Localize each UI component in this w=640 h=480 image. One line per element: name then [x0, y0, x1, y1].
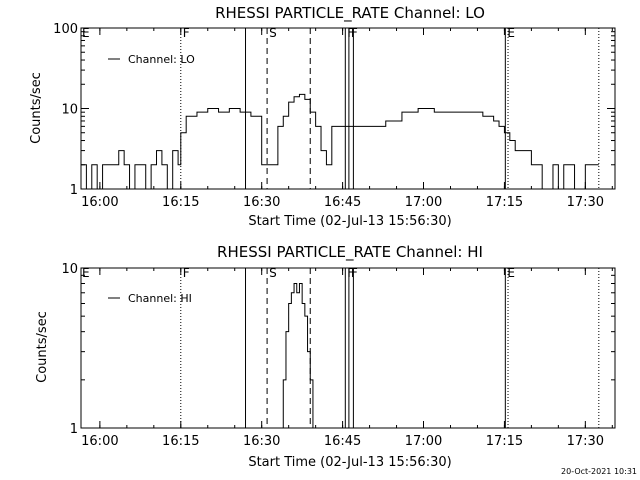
panel-lo: RHESSI PARTICLE_RATE Channel: LO Start T…	[29, 4, 616, 229]
x-tick-label: 16:15	[162, 195, 199, 210]
panel-hi-xlabel: Start Time (02-Jul-13 15:56:30)	[248, 455, 451, 470]
panel-lo-xlabel: Start Time (02-Jul-13 15:56:30)	[248, 214, 451, 229]
x-tick-label: 16:45	[324, 195, 361, 210]
marker-label: F	[347, 266, 354, 280]
y-tick-label: 10	[61, 103, 78, 118]
marker-label: F	[351, 266, 358, 280]
x-tick-label: 17:00	[405, 195, 442, 210]
y-tick-label: 10	[61, 262, 78, 277]
panel-hi: RHESSI PARTICLE_RATE Channel: HI Start T…	[35, 243, 616, 470]
y-tick-label: 100	[53, 22, 78, 37]
marker-label: S	[269, 266, 277, 280]
x-tick-label: 16:30	[243, 434, 280, 449]
x-tick-label: 16:00	[81, 195, 118, 210]
panel-hi-ylabel: Counts/sec	[35, 311, 50, 383]
x-tick-label: 17:15	[486, 195, 523, 210]
marker-label: E	[507, 266, 515, 280]
edge-marker-label: E	[82, 26, 90, 40]
panel-hi-title: RHESSI PARTICLE_RATE Channel: HI	[217, 243, 483, 262]
timestamp-footer: 20-Oct-2021 10:31	[561, 467, 637, 476]
panel-lo-legend-label: Channel: LO	[128, 53, 195, 66]
marker-label: F	[183, 266, 190, 280]
marker-label: F	[351, 26, 358, 40]
marker-label: F	[183, 26, 190, 40]
marker-label: S	[269, 26, 277, 40]
x-tick-label: 16:15	[162, 434, 199, 449]
y-tick-label: 1	[70, 422, 78, 437]
x-tick-label: 17:30	[567, 434, 604, 449]
panel-hi-frame	[80, 267, 616, 429]
x-tick-label: 16:30	[243, 195, 280, 210]
panel-lo-title: RHESSI PARTICLE_RATE Channel: LO	[215, 4, 485, 23]
edge-marker-label: E	[82, 266, 90, 280]
panel-lo-ylabel: Counts/sec	[29, 72, 44, 144]
x-tick-label: 17:30	[567, 195, 604, 210]
panel-hi-legend-label: Channel: HI	[128, 292, 192, 305]
y-tick-label: 1	[70, 183, 78, 198]
x-tick-label: 16:45	[324, 434, 361, 449]
marker-label: F	[347, 26, 354, 40]
x-tick-label: 16:00	[81, 434, 118, 449]
marker-label: E	[507, 26, 515, 40]
series-line-hi	[280, 283, 314, 429]
series-line-lo	[81, 93, 599, 190]
x-tick-label: 17:00	[405, 434, 442, 449]
x-tick-label: 17:15	[486, 434, 523, 449]
